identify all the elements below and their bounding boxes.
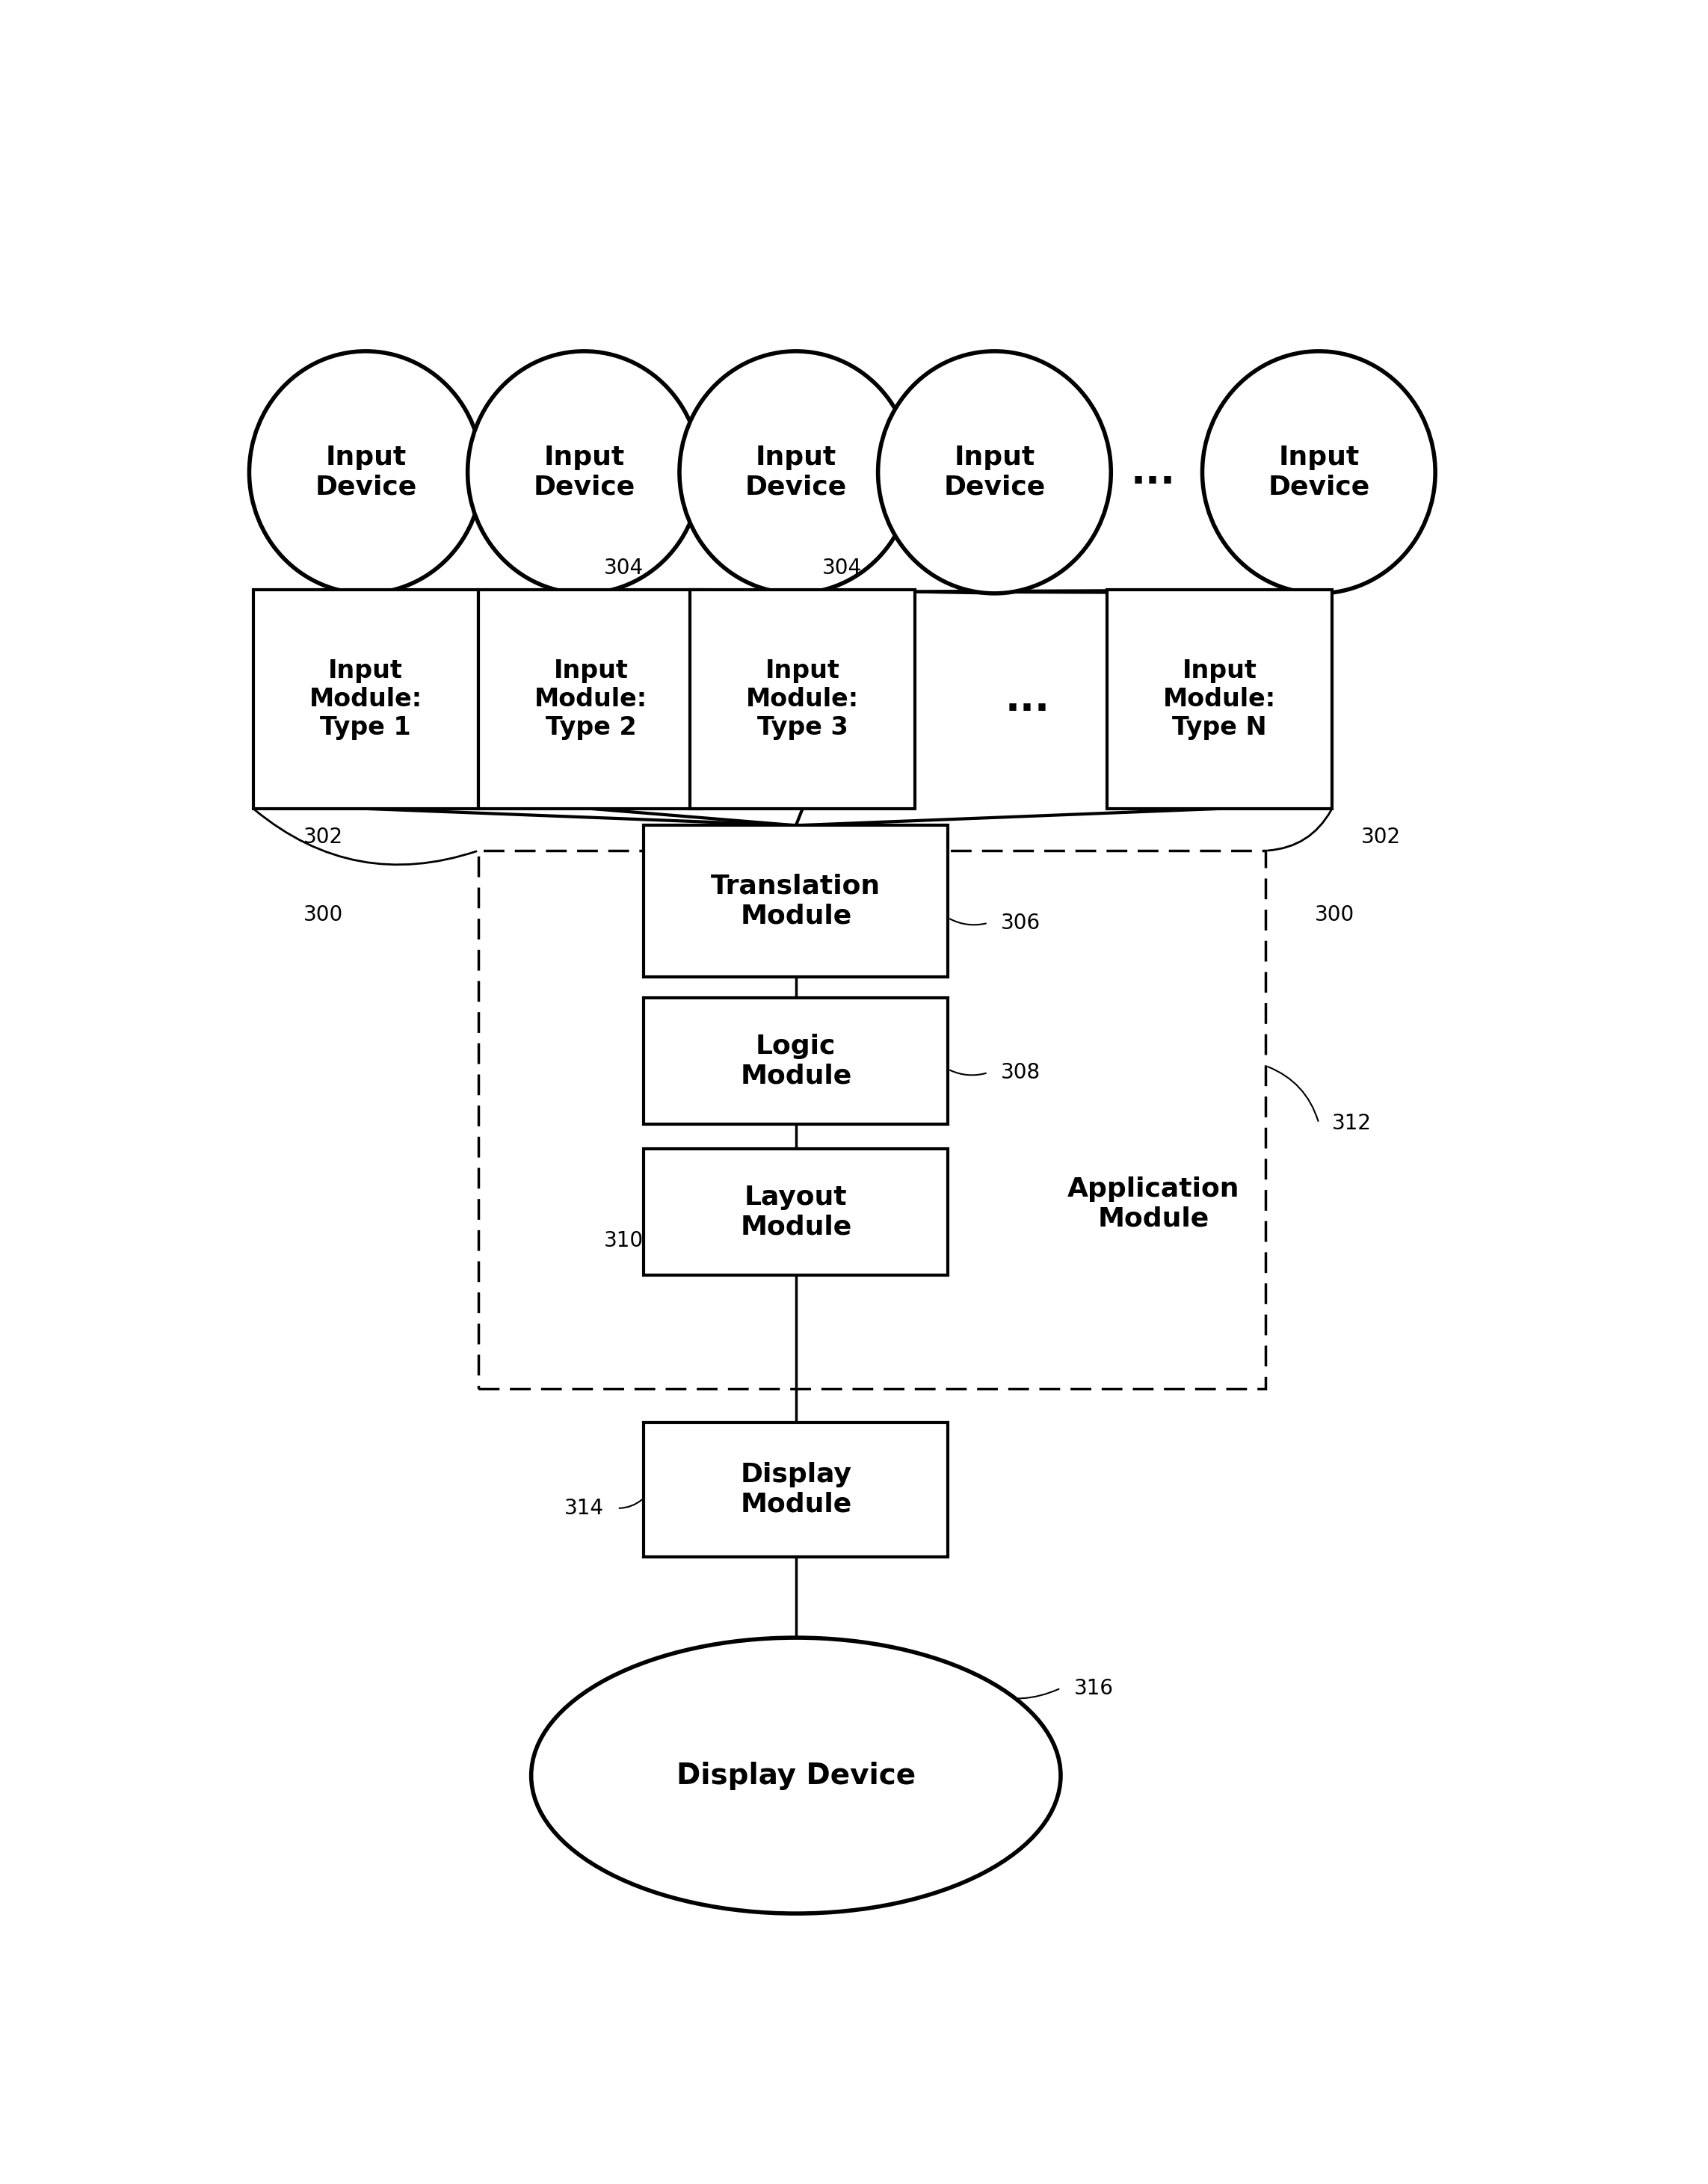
Text: 308: 308 bbox=[1001, 1061, 1040, 1083]
Ellipse shape bbox=[531, 1638, 1061, 1913]
Text: Input
Device: Input Device bbox=[533, 446, 635, 500]
Text: 304: 304 bbox=[605, 557, 644, 579]
Text: 300: 300 bbox=[1315, 904, 1354, 926]
Text: Display
Module: Display Module bbox=[740, 1463, 852, 1518]
Bar bbox=[253, 590, 478, 808]
Text: Input
Device: Input Device bbox=[1267, 446, 1370, 500]
Ellipse shape bbox=[468, 352, 700, 594]
Bar bbox=[478, 590, 704, 808]
Text: 312: 312 bbox=[1332, 1112, 1372, 1133]
Text: ...: ... bbox=[1131, 452, 1175, 491]
Text: Application
Module: Application Module bbox=[1068, 1177, 1240, 1232]
Text: 304: 304 bbox=[823, 557, 863, 579]
Bar bbox=[690, 590, 915, 808]
Text: Input
Device: Input Device bbox=[314, 446, 417, 500]
Ellipse shape bbox=[680, 352, 912, 594]
Text: Layout
Module: Layout Module bbox=[740, 1184, 852, 1241]
Bar bbox=[1107, 590, 1332, 808]
Text: 302: 302 bbox=[1361, 828, 1401, 847]
Text: Input
Module:
Type 3: Input Module: Type 3 bbox=[746, 657, 859, 740]
Bar bbox=[644, 1149, 948, 1275]
Text: Translation
Module: Translation Module bbox=[711, 874, 881, 928]
Text: 314: 314 bbox=[564, 1498, 605, 1518]
Text: 310: 310 bbox=[605, 1230, 644, 1251]
Text: 316: 316 bbox=[1074, 1677, 1114, 1699]
Text: Input
Module:
Type 2: Input Module: Type 2 bbox=[535, 657, 647, 740]
Text: Display Device: Display Device bbox=[676, 1760, 915, 1791]
Text: Input
Device: Input Device bbox=[745, 446, 847, 500]
Ellipse shape bbox=[878, 352, 1110, 594]
Bar bbox=[644, 998, 948, 1125]
Text: Input
Device: Input Device bbox=[943, 446, 1045, 500]
Text: Input
Module:
Type N: Input Module: Type N bbox=[1163, 657, 1276, 740]
Text: ...: ... bbox=[1004, 679, 1050, 719]
Text: 302: 302 bbox=[304, 828, 343, 847]
Ellipse shape bbox=[1202, 352, 1435, 594]
Bar bbox=[644, 1422, 948, 1557]
Text: 300: 300 bbox=[304, 904, 343, 926]
Bar bbox=[478, 850, 1266, 1389]
Text: Input
Module:
Type 1: Input Module: Type 1 bbox=[309, 657, 422, 740]
Text: Logic
Module: Logic Module bbox=[740, 1033, 852, 1088]
Text: 306: 306 bbox=[1001, 913, 1040, 933]
Bar bbox=[644, 826, 948, 976]
Ellipse shape bbox=[249, 352, 482, 594]
